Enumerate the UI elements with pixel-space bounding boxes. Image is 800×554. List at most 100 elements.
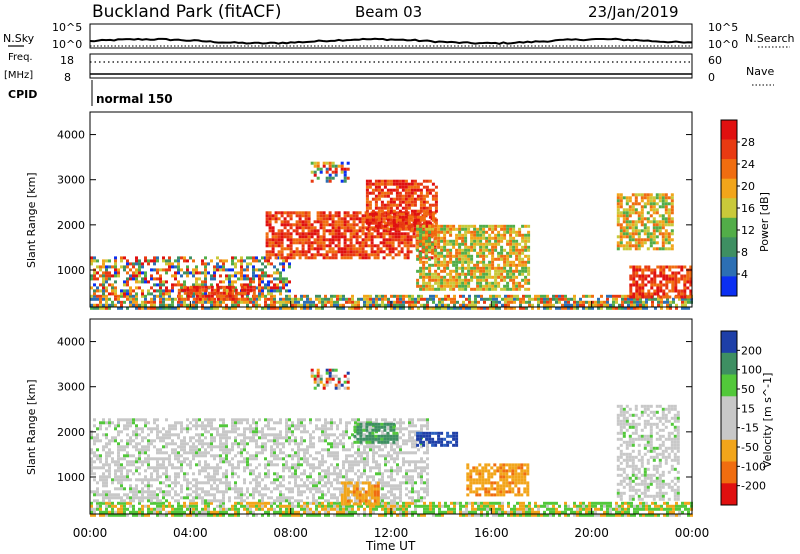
power-cell [348,300,351,304]
power-cell [368,200,372,204]
velocity-cell [171,442,174,446]
velocity-cell [168,484,171,488]
velocity-cell [171,481,174,485]
nsky-tick-top: 10^5 [52,21,82,34]
power-cell [183,291,187,295]
velocity-cell [606,507,609,511]
power-cell [658,193,662,197]
power-cell [370,244,374,248]
power-cell [431,248,435,252]
velocity-cell [108,501,111,505]
power-cell [267,297,270,301]
power-cell [464,224,468,228]
power-cell [310,232,314,236]
velocity-cell [213,475,216,479]
velocity-cell [195,448,198,452]
power-cell [396,303,399,307]
velocity-cell [117,454,120,458]
velocity-cell [270,504,273,508]
power-cell [261,294,264,298]
velocity-cell [156,496,159,500]
velocity-cell [306,504,309,508]
power-cell [497,239,501,243]
power-cell [497,263,501,267]
velocity-cell [228,487,231,491]
power-cell [424,214,428,218]
power-cell [428,212,432,216]
power-cell [449,233,453,237]
power-cell [252,274,255,278]
velocity-cell [168,475,171,479]
power-cell [90,262,93,266]
power-cell [228,291,232,295]
power-cell [634,211,638,215]
power-cell [455,233,459,237]
power-cell [364,241,368,245]
velocity-cell [90,433,93,437]
velocity-cell [609,501,612,505]
power-cell [668,289,672,293]
velocity-cell [156,504,159,508]
power-cell [392,224,396,228]
power-cell [537,300,540,304]
velocity-cell [633,513,636,517]
power-cell [657,297,660,301]
power-cell [401,206,405,210]
power-cell [482,242,486,246]
velocity-cell [132,513,135,517]
power-cell [524,224,528,228]
power-cell [637,232,641,236]
velocity-cell [546,504,549,508]
velocity-cell [216,499,219,503]
velocity-cell [108,448,111,452]
velocity-cell [510,510,513,514]
power-cell [674,277,678,281]
power-cell [631,205,635,209]
power-cell [150,268,153,272]
power-cell [383,182,387,186]
power-cell [401,197,405,201]
power-cell [153,303,156,307]
power-cell [395,191,399,195]
power-cell [464,257,468,261]
power-cell [441,300,444,304]
velocity-cell [213,472,216,476]
power-cell [497,275,501,279]
velocity-cell [117,501,120,505]
power-cell [527,281,531,285]
power-cell [642,300,645,304]
power-cell [108,297,111,301]
power-cell [402,303,405,307]
power-cell [406,256,410,260]
power-cell [358,244,362,248]
power-cell [102,259,105,263]
velocity-cell [147,510,150,514]
power-cell [177,303,180,307]
velocity-cell [177,433,180,437]
power-cell [625,199,629,203]
power-cell [276,286,279,290]
velocity-cell [228,460,231,464]
velocity-cell [225,460,228,464]
velocity-cell [306,513,309,517]
power-cell [307,220,311,224]
power-cell [485,224,489,228]
power-cell [619,244,623,248]
power-cell [336,306,339,310]
power-cell [374,188,378,192]
power-cell [295,241,299,245]
velocity-cell [204,481,207,485]
power-cell [144,280,147,284]
power-cell [355,253,359,257]
power-cell [234,256,237,260]
power-cell [612,300,615,304]
power-cell [352,235,356,239]
power-cell [265,253,269,257]
power-cell [153,294,156,298]
velocity-cell [99,493,102,497]
velocity-cell [540,513,543,517]
power-cell [509,230,513,234]
velocity-cell [471,504,474,508]
velocity-cell [132,487,135,491]
power-cell [289,244,293,248]
